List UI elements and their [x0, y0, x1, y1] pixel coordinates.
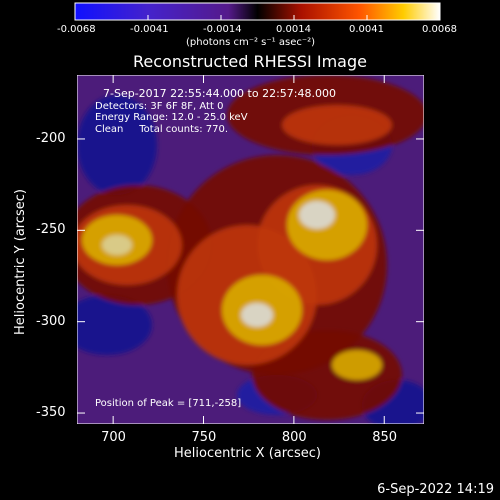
y-tick-label: -300 [36, 313, 66, 329]
x-tick-label: 750 [191, 430, 217, 445]
y-axis-label: Heliocentric Y (arcsec) [13, 189, 28, 335]
colorbar-tick-label: -0.0068 [57, 24, 96, 35]
colorbar-tick-label: -0.0014 [203, 24, 242, 35]
info-energy-range: Energy Range: 12.0 - 25.0 keV [95, 112, 248, 124]
colorbar-unit-label: (photons cm⁻² s⁻¹ asec⁻²) [186, 37, 316, 48]
image-title: Reconstructed RHESSI Image [133, 52, 367, 71]
colorbar-tick-label: -0.0041 [130, 24, 169, 35]
colorbar [74, 2, 441, 21]
colorbar-tick-label: 0.0068 [422, 24, 457, 35]
y-tick-label: -200 [36, 130, 66, 146]
colorbar-tick-label: 0.0041 [349, 24, 384, 35]
y-tick-label: -350 [36, 405, 66, 421]
x-axis-label: Heliocentric X (arcsec) [174, 446, 321, 461]
x-tick-label: 700 [101, 430, 126, 445]
peak-position-text: Position of Peak = [711,-258] [95, 398, 242, 409]
x-tick-label: 850 [372, 430, 398, 445]
info-detectors: Detectors: 3F 6F 8F, Att 0 [95, 100, 224, 112]
info-clean-counts: Clean Total counts: 770. [95, 123, 229, 135]
x-tick-label: 800 [281, 430, 307, 445]
info-time-range: 7-Sep-2017 22:55:44.000 to 22:57:48.000 [103, 87, 336, 100]
y-tick-label: -250 [36, 222, 66, 238]
rhessi-image [77, 75, 424, 424]
colorbar-tick-label: 0.0014 [276, 24, 311, 35]
footer-timestamp: 6-Sep-2022 14:19 [377, 482, 494, 497]
